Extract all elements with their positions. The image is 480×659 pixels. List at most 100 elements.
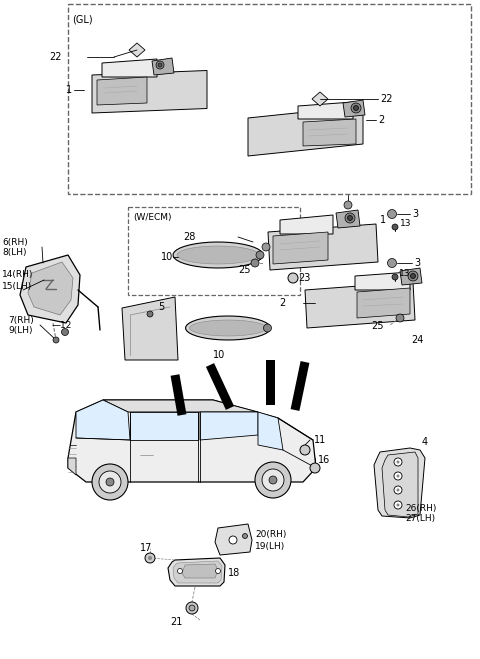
Polygon shape	[298, 102, 353, 119]
Polygon shape	[182, 564, 218, 578]
Polygon shape	[305, 282, 415, 328]
Polygon shape	[129, 43, 145, 57]
Polygon shape	[343, 100, 365, 117]
Circle shape	[229, 536, 237, 544]
Text: 25: 25	[238, 265, 251, 275]
Text: 2: 2	[279, 298, 285, 308]
Text: 8(LH): 8(LH)	[2, 248, 26, 258]
Polygon shape	[97, 77, 147, 105]
Polygon shape	[173, 561, 222, 583]
Text: 16: 16	[318, 455, 330, 465]
Polygon shape	[200, 412, 258, 440]
Circle shape	[189, 605, 195, 611]
Text: 18: 18	[228, 568, 240, 578]
Circle shape	[351, 103, 361, 113]
Circle shape	[392, 224, 398, 230]
Circle shape	[262, 469, 284, 491]
Text: 9(LH): 9(LH)	[8, 326, 33, 335]
Circle shape	[387, 210, 396, 219]
Polygon shape	[190, 320, 266, 336]
Circle shape	[264, 324, 272, 332]
Circle shape	[186, 602, 198, 614]
Text: 3: 3	[412, 209, 418, 219]
Text: (GL): (GL)	[72, 14, 93, 24]
Polygon shape	[273, 232, 328, 264]
Polygon shape	[248, 106, 363, 156]
Circle shape	[348, 215, 352, 221]
Text: 23: 23	[298, 273, 311, 283]
Circle shape	[345, 213, 355, 223]
Text: 2: 2	[378, 115, 384, 125]
Polygon shape	[28, 262, 73, 315]
Circle shape	[145, 553, 155, 563]
Text: 28: 28	[183, 232, 195, 242]
Text: —12: —12	[52, 320, 72, 330]
Polygon shape	[303, 119, 356, 146]
Polygon shape	[170, 374, 186, 416]
Circle shape	[310, 463, 320, 473]
Polygon shape	[265, 360, 275, 405]
Circle shape	[394, 458, 402, 466]
Text: 1: 1	[380, 215, 386, 225]
Polygon shape	[215, 524, 252, 555]
Circle shape	[147, 311, 153, 317]
Circle shape	[216, 569, 220, 573]
Circle shape	[242, 534, 248, 538]
Polygon shape	[400, 268, 422, 285]
Polygon shape	[130, 412, 198, 440]
Circle shape	[53, 337, 59, 343]
Text: 20(RH): 20(RH)	[255, 530, 287, 540]
Polygon shape	[357, 288, 410, 318]
Circle shape	[262, 243, 270, 251]
Circle shape	[178, 569, 182, 573]
Text: 15(LH): 15(LH)	[2, 281, 32, 291]
Text: 13: 13	[400, 219, 411, 229]
Polygon shape	[355, 272, 410, 290]
Polygon shape	[336, 210, 360, 228]
Polygon shape	[92, 71, 207, 113]
Text: 5: 5	[158, 302, 164, 312]
Circle shape	[251, 259, 259, 267]
Circle shape	[394, 486, 402, 494]
Circle shape	[396, 314, 404, 322]
Text: 1: 1	[66, 85, 72, 95]
Polygon shape	[103, 400, 258, 412]
Circle shape	[256, 251, 264, 259]
Text: 6(RH): 6(RH)	[2, 237, 28, 246]
Text: 22: 22	[49, 52, 62, 62]
Circle shape	[344, 201, 352, 209]
Circle shape	[148, 556, 152, 560]
Text: 27(LH): 27(LH)	[405, 513, 435, 523]
Bar	[68, 4, 471, 194]
Circle shape	[392, 274, 398, 280]
Polygon shape	[382, 452, 418, 517]
Polygon shape	[312, 92, 328, 106]
Circle shape	[394, 472, 402, 480]
Polygon shape	[258, 412, 283, 450]
Circle shape	[255, 462, 291, 498]
Polygon shape	[20, 255, 80, 323]
Polygon shape	[152, 58, 174, 75]
Circle shape	[156, 61, 164, 69]
Polygon shape	[177, 246, 259, 264]
Circle shape	[396, 461, 399, 463]
Polygon shape	[186, 316, 271, 340]
Polygon shape	[173, 242, 263, 268]
Text: (W/ECM): (W/ECM)	[133, 213, 171, 222]
Text: 10: 10	[161, 252, 173, 262]
Polygon shape	[76, 400, 130, 440]
Text: 21: 21	[170, 617, 183, 627]
Circle shape	[99, 471, 121, 493]
Text: 4: 4	[422, 437, 428, 447]
Text: 25: 25	[372, 321, 384, 331]
Text: 10: 10	[213, 350, 225, 360]
Text: 3: 3	[414, 258, 420, 268]
Text: 17: 17	[140, 543, 152, 553]
Circle shape	[387, 258, 396, 268]
Circle shape	[353, 105, 359, 111]
Polygon shape	[290, 361, 310, 411]
Polygon shape	[102, 59, 157, 77]
Text: 7(RH): 7(RH)	[8, 316, 34, 324]
Circle shape	[410, 273, 416, 279]
Circle shape	[106, 478, 114, 486]
